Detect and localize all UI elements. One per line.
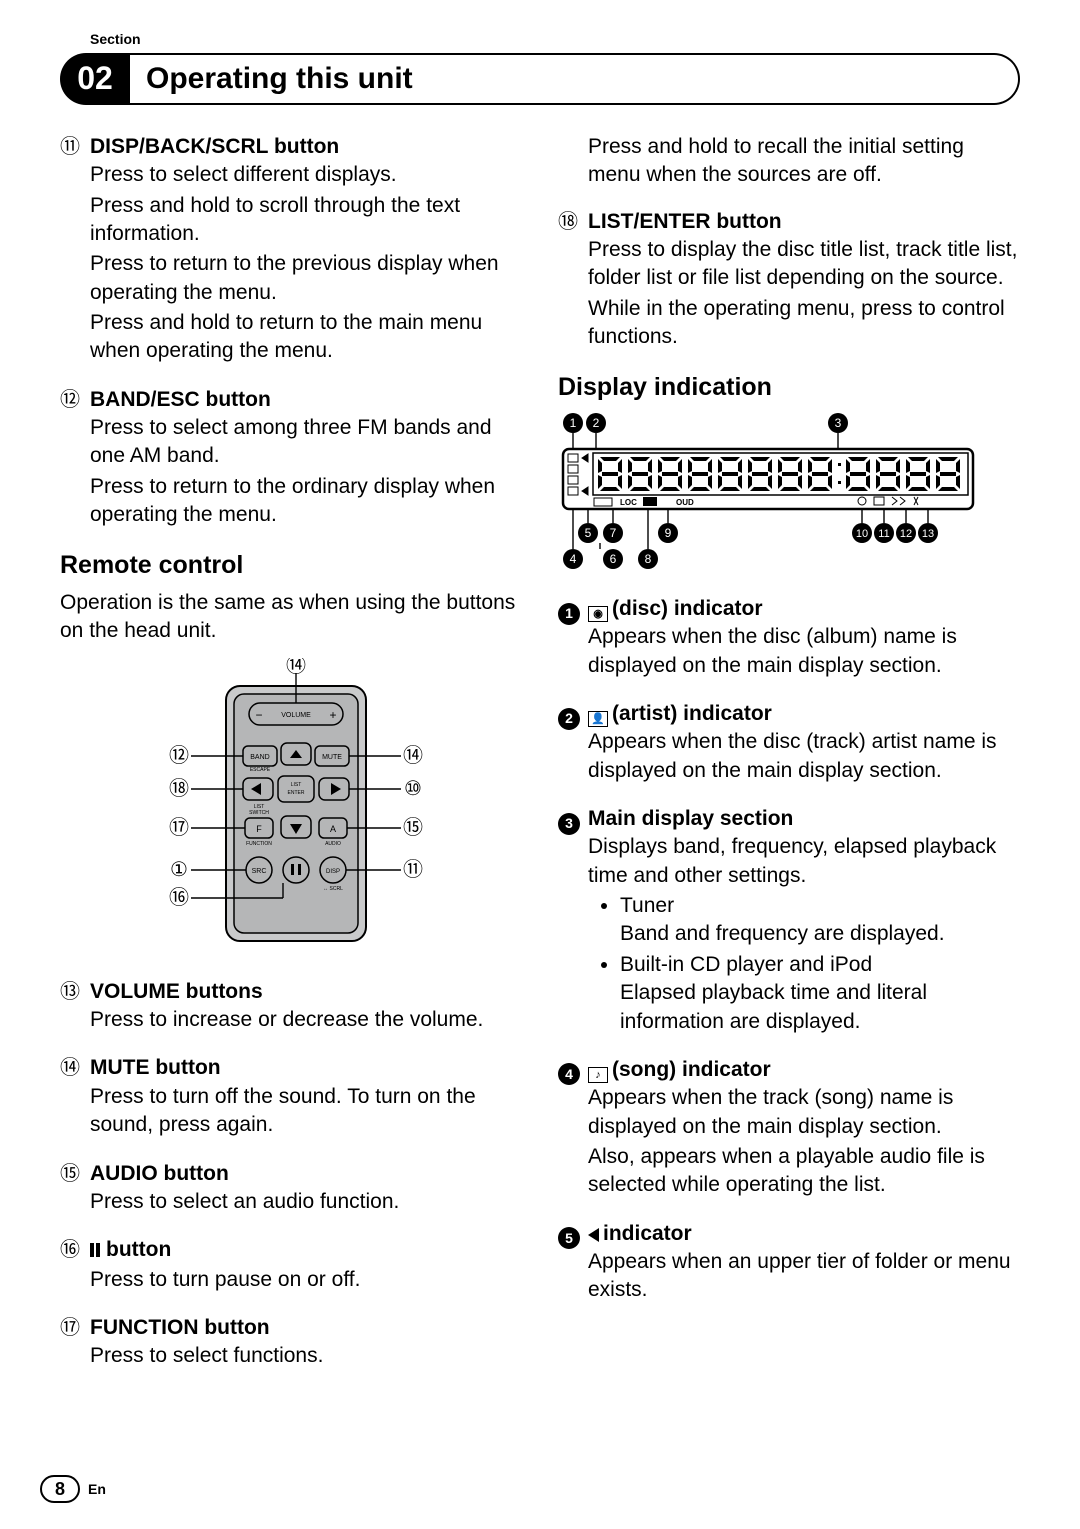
remote-svg: VOLUME − + BAND ESCAPE MUTE LIST [131, 658, 451, 958]
item-title: DISP/BACK/SCRL button [90, 135, 339, 158]
disp-item-5: 5 indicator Appears when an upper tier o… [558, 1220, 1020, 1307]
section-title: Operating this unit [146, 59, 413, 100]
display-diagram: 1 2 3 [558, 411, 1020, 581]
svg-text:6: 6 [610, 552, 617, 566]
section-label: Section [90, 30, 1020, 49]
left-triangle-icon [588, 1228, 599, 1242]
disp-item-2: 2 👤(artist) indicator Appears when the d… [558, 700, 1020, 787]
svg-text:⑪: ⑪ [403, 858, 423, 881]
page-number: 8 [40, 1475, 80, 1503]
item-16: ⑯ button Press to turn pause on or off. [60, 1236, 522, 1296]
svg-text:F: F [256, 824, 262, 834]
item-title: BAND/ESC button [90, 388, 271, 411]
svg-text:+: + [329, 708, 336, 722]
disp-item-3: 3 Main display section Displays band, fr… [558, 805, 1020, 1038]
right-column: Press and hold to recall the initial set… [558, 133, 1020, 1391]
bullet-cd: Built-in CD player and iPod Elapsed play… [620, 951, 1020, 1036]
svg-text:2: 2 [593, 416, 600, 430]
display-svg: 1 2 3 [558, 411, 978, 581]
svg-text:⑭: ⑭ [403, 744, 423, 767]
remote-intro: Operation is the same as when using the … [60, 589, 522, 646]
remote-heading: Remote control [60, 549, 522, 583]
svg-text:3: 3 [835, 416, 842, 430]
col2-top-text: Press and hold to recall the initial set… [588, 133, 1020, 190]
header-title-wrap: Operating this unit [130, 53, 1020, 105]
svg-text:10: 10 [856, 528, 868, 540]
svg-text:⑯: ⑯ [169, 886, 189, 909]
svg-text:LIST: LIST [291, 782, 302, 788]
svg-text:LOC: LOC [620, 498, 637, 507]
svg-text:⑩: ⑩ [404, 778, 422, 800]
item-14: ⑭ MUTE button Press to turn off the soun… [60, 1054, 522, 1141]
svg-text:VOLUME: VOLUME [281, 712, 311, 719]
svg-text:ESCAPE: ESCAPE [250, 767, 271, 773]
item-13: ⑬ VOLUME buttons Press to increase or de… [60, 978, 522, 1037]
item-11: ⑪ DISP/BACK/SCRL button Press to select … [60, 133, 522, 368]
page-lang: En [88, 1480, 106, 1499]
disp-item-4: 4 ♪(song) indicator Appears when the tra… [558, 1056, 1020, 1202]
svg-text:SWITCH: SWITCH [249, 810, 269, 816]
display-heading: Display indication [558, 371, 1020, 405]
svg-text:13: 13 [922, 528, 934, 540]
disc-icon: ◉ [588, 606, 608, 622]
svg-text:⑭: ⑭ [286, 658, 306, 677]
svg-text:11: 11 [878, 528, 889, 540]
item-18: ⑱ LIST/ENTER button Press to display the… [558, 208, 1020, 354]
section-number: 02 [60, 53, 130, 105]
item-15: ⑮ AUDIO button Press to select an audio … [60, 1160, 522, 1219]
section-header: 02 Operating this unit [60, 53, 1020, 105]
page-footer: 8 En [40, 1475, 106, 1503]
svg-text:FUNCTION: FUNCTION [246, 841, 272, 847]
item-17: ⑰ FUNCTION button Press to select functi… [60, 1314, 522, 1373]
svg-text:7: 7 [610, 526, 617, 540]
svg-text:ENTER: ENTER [288, 790, 305, 796]
svg-text:−: − [255, 708, 262, 722]
svg-text:9: 9 [665, 526, 672, 540]
svg-text:⑱: ⑱ [169, 777, 189, 800]
bullet-tuner: Tuner Band and frequency are displayed. [620, 892, 1020, 949]
svg-text:SRC: SRC [252, 868, 267, 875]
svg-text:4: 4 [570, 552, 577, 566]
song-icon: ♪ [588, 1067, 608, 1083]
left-column: ⑪ DISP/BACK/SCRL button Press to select … [60, 133, 522, 1391]
svg-text:8: 8 [645, 552, 652, 566]
svg-text:DISP: DISP [326, 869, 340, 875]
disp-item-1: 1 ◉(disc) indicator Appears when the dis… [558, 595, 1020, 682]
svg-text:①: ① [170, 859, 188, 881]
item-12: ⑫ BAND/ESC button Press to select among … [60, 386, 522, 532]
svg-text:BAND: BAND [250, 754, 269, 761]
svg-text:AUDIO: AUDIO [325, 841, 341, 847]
remote-diagram: VOLUME − + BAND ESCAPE MUTE LIST [60, 658, 522, 958]
svg-text:1: 1 [570, 416, 577, 430]
pause-icon [90, 1237, 102, 1265]
svg-text:OUD: OUD [676, 498, 694, 507]
svg-text:A: A [330, 824, 336, 834]
svg-text:⑰: ⑰ [169, 816, 189, 839]
artist-icon: 👤 [588, 711, 608, 727]
svg-text:12: 12 [900, 528, 912, 540]
svg-text:5: 5 [585, 526, 592, 540]
svg-text:⑫: ⑫ [169, 744, 189, 767]
svg-text:MUTE: MUTE [322, 754, 342, 761]
svg-text:↔ SCRL: ↔ SCRL [323, 886, 343, 892]
svg-text:⑮: ⑮ [403, 816, 423, 839]
